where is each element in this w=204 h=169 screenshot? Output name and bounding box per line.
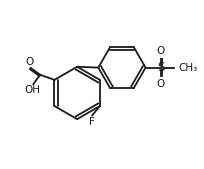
Text: O: O bbox=[26, 57, 34, 67]
Text: S: S bbox=[156, 61, 164, 74]
Text: CH₃: CH₃ bbox=[178, 63, 197, 73]
Text: F: F bbox=[89, 117, 95, 127]
Text: O: O bbox=[156, 46, 164, 56]
Text: O: O bbox=[156, 79, 164, 89]
Text: OH: OH bbox=[24, 85, 40, 95]
